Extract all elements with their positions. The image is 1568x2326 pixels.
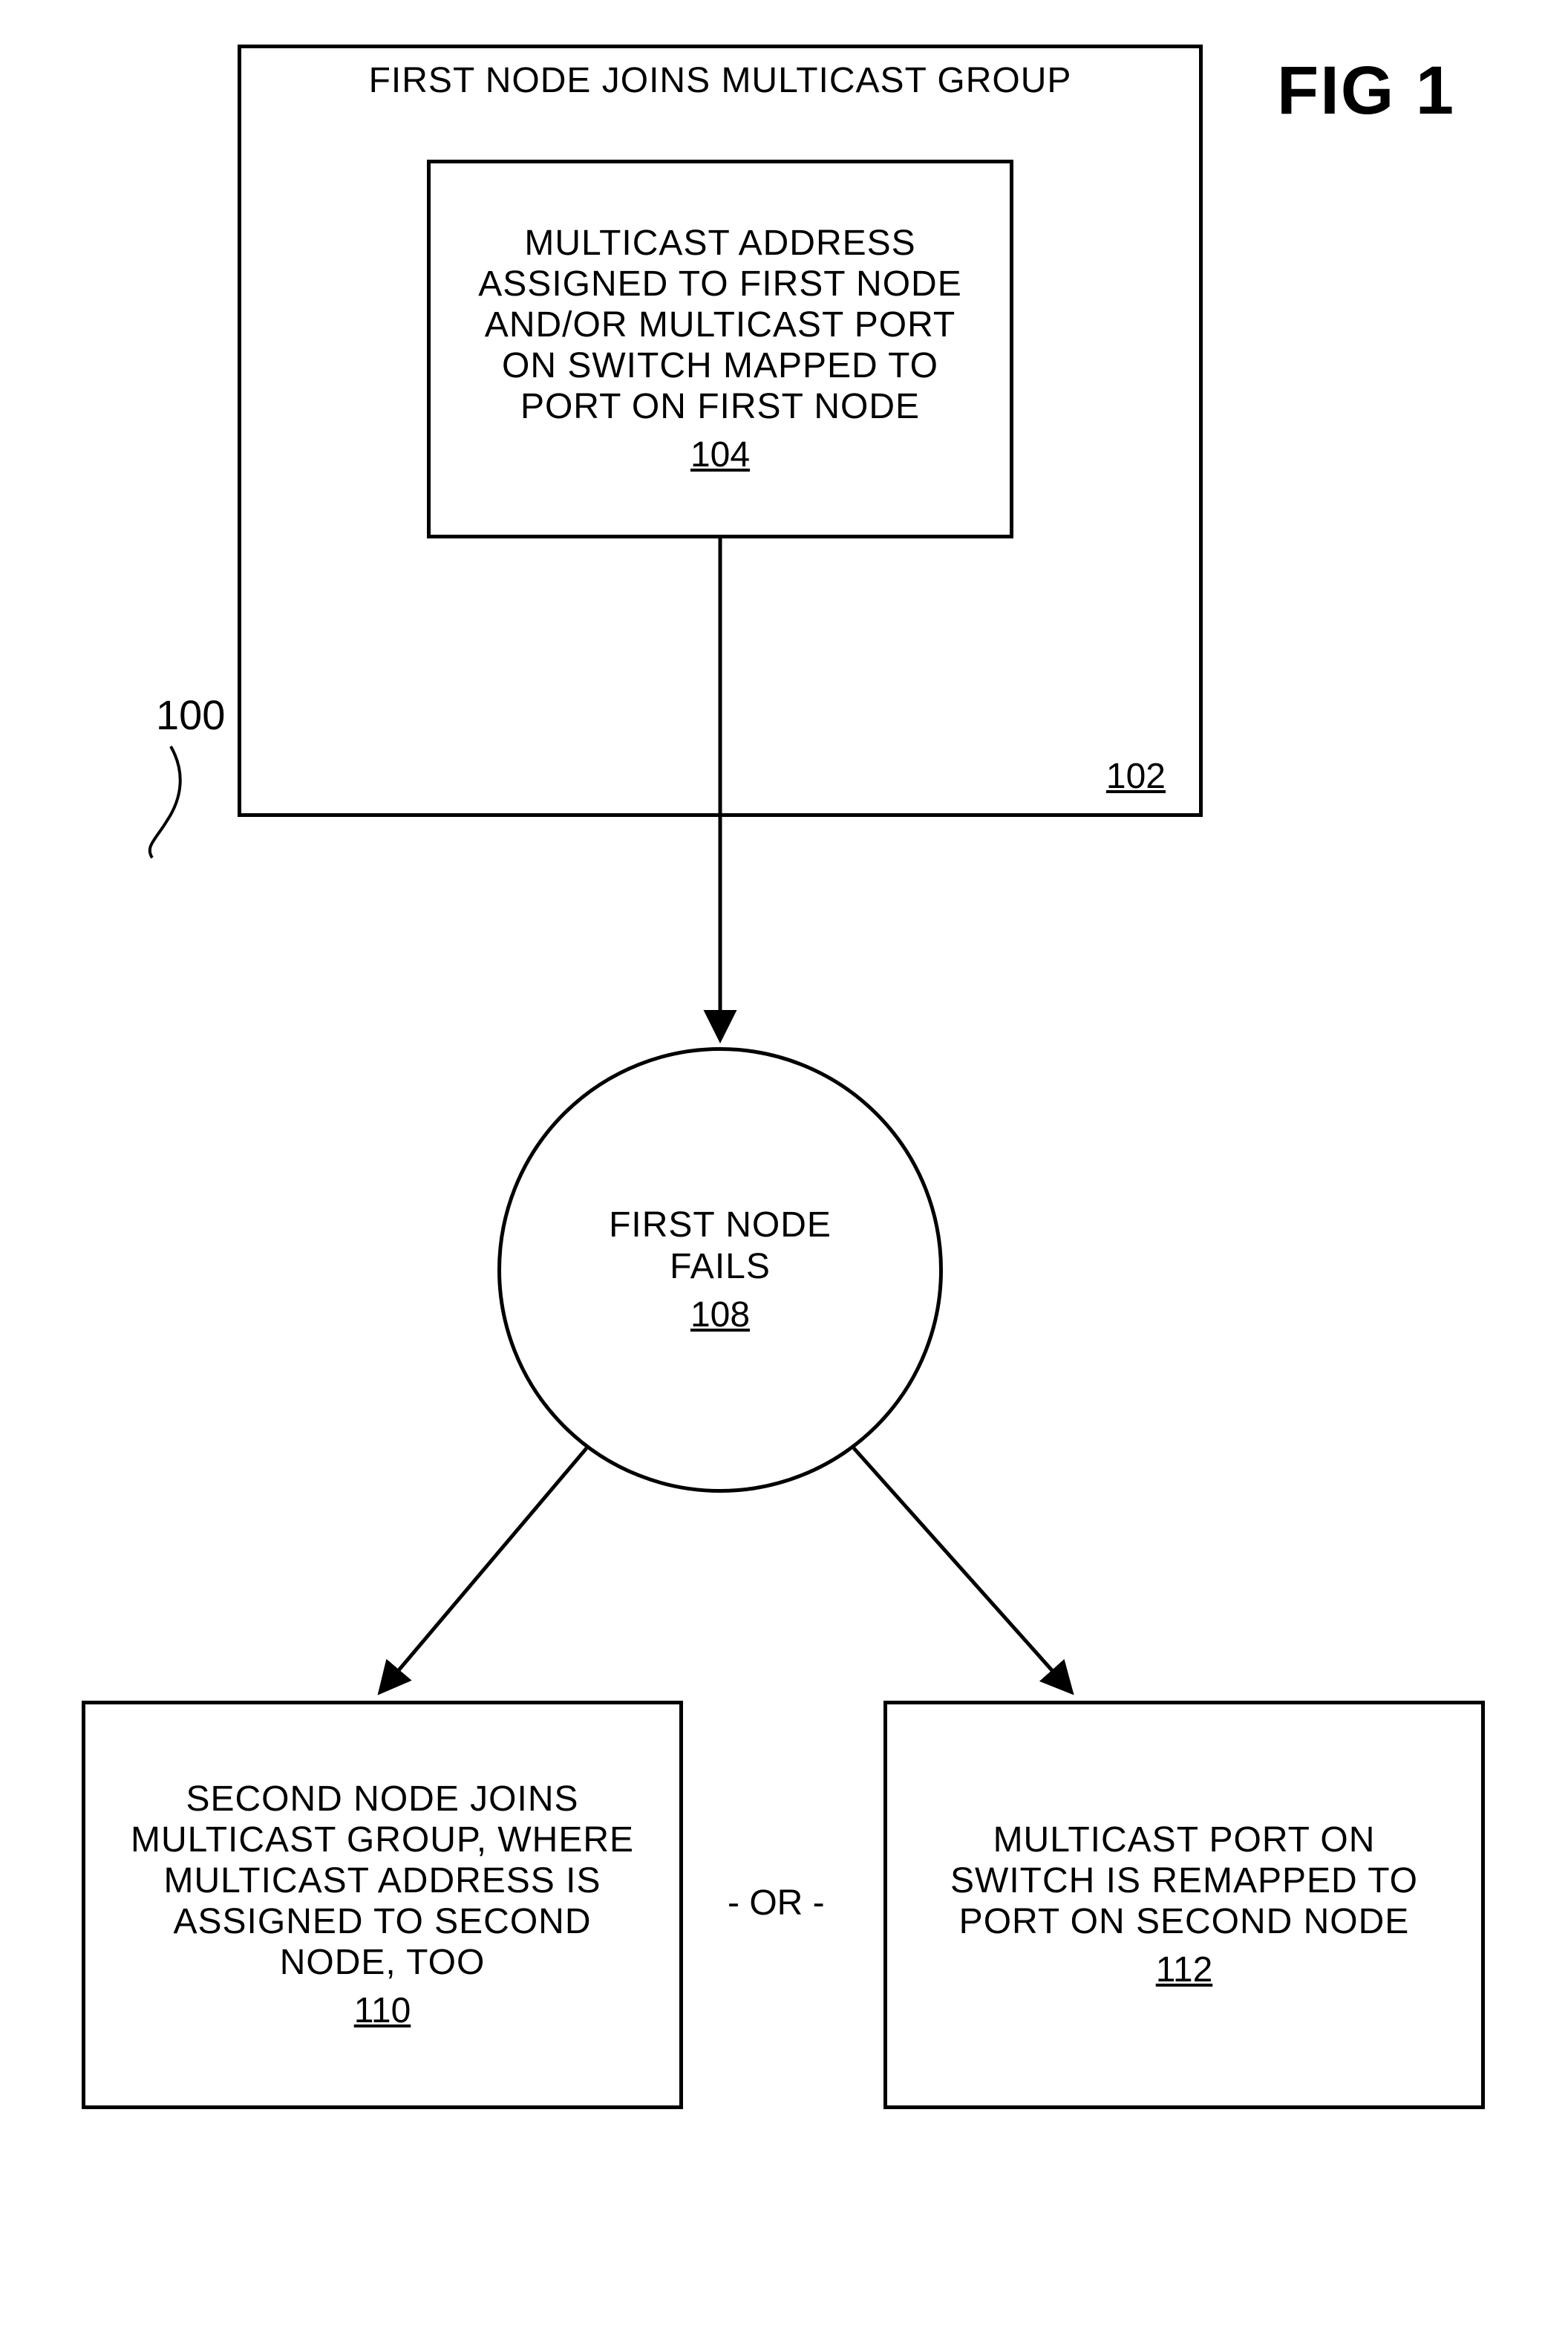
figure-label: FIG 1 bbox=[1277, 52, 1455, 130]
inner-box-ref: 104 bbox=[690, 434, 750, 475]
circle-line-0: FIRST NODE bbox=[609, 1205, 832, 1245]
arrow-circle-to-right bbox=[854, 1448, 1069, 1690]
right-line-0: MULTICAST PORT ON bbox=[993, 1820, 1376, 1860]
left-line-3: ASSIGNED TO SECOND bbox=[173, 1901, 591, 1942]
inner-line-4: PORT ON FIRST NODE bbox=[520, 386, 920, 427]
or-label: - OR - bbox=[728, 1883, 825, 1923]
figure-ref-number: 100 bbox=[156, 691, 225, 739]
inner-line-3: ON SWITCH MAPPED TO bbox=[502, 345, 938, 386]
step-assign-multicast: MULTICAST ADDRESS ASSIGNED TO FIRST NODE… bbox=[427, 160, 1013, 538]
right-line-2: PORT ON SECOND NODE bbox=[959, 1901, 1410, 1942]
event-first-node-fails: FIRST NODE FAILS 108 bbox=[497, 1047, 943, 1493]
leader-curve-100 bbox=[150, 746, 180, 858]
arrow-circle-to-left bbox=[382, 1448, 587, 1690]
left-box-ref: 110 bbox=[354, 1990, 411, 2031]
right-line-1: SWITCH IS REMAPPED TO bbox=[950, 1860, 1418, 1901]
inner-line-2: AND/OR MULTICAST PORT bbox=[485, 304, 956, 345]
step-remap-port: MULTICAST PORT ON SWITCH IS REMAPPED TO … bbox=[883, 1701, 1485, 2109]
left-line-2: MULTICAST ADDRESS IS bbox=[163, 1860, 601, 1901]
outer-box-ref: 102 bbox=[1106, 756, 1166, 797]
inner-line-1: ASSIGNED TO FIRST NODE bbox=[478, 264, 961, 304]
left-line-1: MULTICAST GROUP, WHERE bbox=[131, 1820, 634, 1860]
circle-ref: 108 bbox=[690, 1294, 750, 1335]
circle-line-1: FAILS bbox=[670, 1246, 771, 1287]
outer-box-title: FIRST NODE JOINS MULTICAST GROUP bbox=[241, 62, 1199, 101]
left-line-4: NODE, TOO bbox=[280, 1942, 486, 1983]
inner-line-0: MULTICAST ADDRESS bbox=[524, 223, 915, 264]
left-line-0: SECOND NODE JOINS bbox=[186, 1779, 578, 1820]
right-box-ref: 112 bbox=[1156, 1949, 1213, 1990]
step-second-node-joins: SECOND NODE JOINS MULTICAST GROUP, WHERE… bbox=[82, 1701, 683, 2109]
